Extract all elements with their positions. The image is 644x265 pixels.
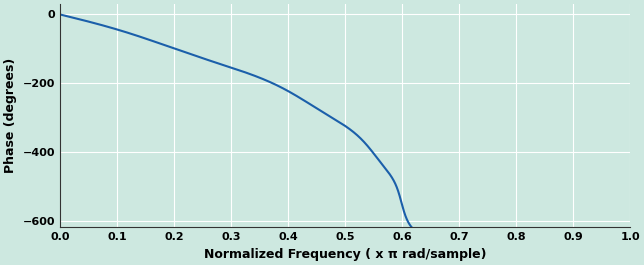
X-axis label: Normalized Frequency ( x π rad/sample): Normalized Frequency ( x π rad/sample): [204, 248, 486, 261]
Y-axis label: Phase (degrees): Phase (degrees): [4, 58, 17, 173]
